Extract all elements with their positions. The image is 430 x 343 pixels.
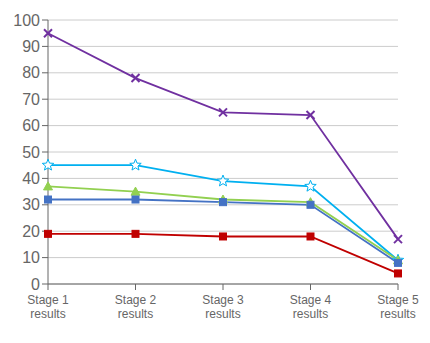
- svg-text:60: 60: [22, 117, 40, 134]
- svg-text:Stage 2results: Stage 2results: [115, 293, 157, 321]
- svg-text:Stage 1results: Stage 1results: [27, 293, 69, 321]
- svg-text:20: 20: [22, 223, 40, 240]
- svg-text:40: 40: [22, 170, 40, 187]
- svg-text:80: 80: [22, 64, 40, 81]
- svg-text:30: 30: [22, 196, 40, 213]
- svg-text:90: 90: [22, 38, 40, 55]
- svg-text:Stage 4results: Stage 4results: [290, 293, 332, 321]
- svg-text:Stage 5results: Stage 5results: [377, 293, 419, 321]
- svg-text:10: 10: [22, 249, 40, 266]
- svg-text:70: 70: [22, 91, 40, 108]
- svg-text:0: 0: [31, 276, 40, 293]
- svg-text:50: 50: [22, 144, 40, 161]
- svg-text:Stage 3results: Stage 3results: [202, 293, 244, 321]
- svg-text:100: 100: [13, 12, 40, 29]
